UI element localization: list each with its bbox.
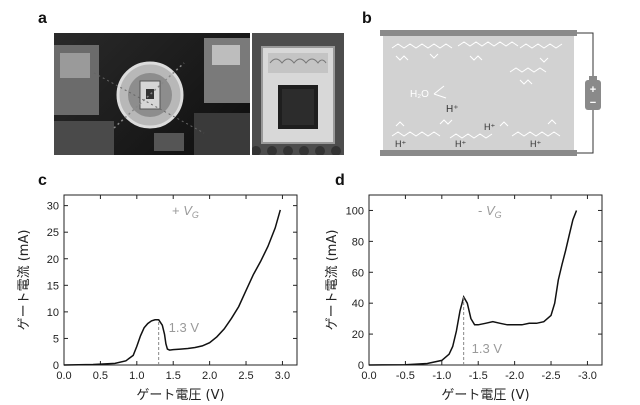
y-tick-label: 40 — [352, 298, 364, 310]
peak-voltage-label: 1.3 V — [472, 341, 503, 356]
plot-frame — [369, 195, 602, 365]
x-tick-label: -1.0 — [432, 370, 451, 382]
x-tick-label: -2.0 — [505, 370, 524, 382]
x-tick-label: -2.5 — [542, 370, 561, 382]
y-tick-label: 20 — [352, 329, 364, 341]
y-tick-label: 60 — [352, 267, 364, 279]
x-tick-label: -3.0 — [578, 370, 597, 382]
gate-voltage-annotation: - VG — [478, 203, 502, 220]
y-tick-label: 100 — [346, 205, 364, 217]
annotation-sub: G — [495, 210, 502, 220]
y-tick-label: 0 — [358, 360, 364, 372]
x-tick-label: -0.5 — [396, 370, 415, 382]
x-tick-label: -1.5 — [469, 370, 488, 382]
y-axis-label: ゲート電流 (mA) — [325, 230, 340, 331]
x-axis-label: ゲート電圧 (V) — [441, 388, 529, 403]
y-tick-label: 80 — [352, 236, 364, 248]
annotation-sign: - — [478, 203, 486, 218]
